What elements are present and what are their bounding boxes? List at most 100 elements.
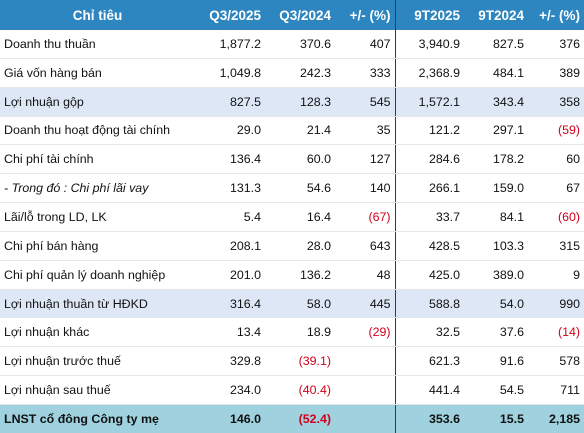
cell-q3-2024: 18.9	[265, 317, 335, 348]
cell-q3-2024: 21.4	[265, 116, 335, 146]
header-9m-2024: 9T2024	[464, 0, 528, 30]
row-label: Chi phí tài chính	[0, 144, 195, 175]
header-row: Chỉ tiêu Q3/2025 Q3/2024 +/- (%) 9T2025 …	[0, 0, 584, 30]
row-label: Lợi nhuận thuần từ HĐKD	[0, 289, 195, 319]
cell-9m-change: 990	[528, 289, 584, 319]
cell-q3-2025: 13.4	[195, 317, 265, 348]
cell-9m-2025: 621.3	[395, 346, 464, 377]
cell-9m-2024: 827.5	[464, 30, 528, 59]
cell-9m-2024: 297.1	[464, 116, 528, 146]
table-row: Lợi nhuận gộp 827.5 128.3 545 1,572.1 34…	[0, 87, 584, 117]
table-header: Chỉ tiêu Q3/2025 Q3/2024 +/- (%) 9T2025 …	[0, 0, 584, 30]
cell-9m-change: (59)	[528, 116, 584, 146]
table-row: Chi phí bán hàng 208.1 28.0 643 428.5 10…	[0, 231, 584, 261]
cell-9m-change: 389	[528, 58, 584, 88]
cell-9m-2024: 91.6	[464, 346, 528, 377]
cell-q3-2024: 16.4	[265, 202, 335, 232]
cell-q3-2025: 136.4	[195, 144, 265, 175]
table-body: Doanh thu thuần 1,877.2 370.6 407 3,940.…	[0, 30, 584, 433]
cell-quarter-change	[335, 404, 396, 433]
cell-quarter-change: (67)	[335, 202, 396, 232]
cell-q3-2025: 208.1	[195, 231, 265, 261]
cell-q3-2024: 370.6	[265, 30, 335, 59]
table-row: Giá vốn hàng bán 1,049.8 242.3 333 2,368…	[0, 58, 584, 88]
cell-quarter-change: 127	[335, 144, 396, 175]
cell-quarter-change	[335, 346, 396, 377]
cell-9m-change: 376	[528, 30, 584, 59]
cell-q3-2025: 234.0	[195, 375, 265, 405]
cell-quarter-change: 35	[335, 116, 396, 146]
cell-quarter-change: 445	[335, 289, 396, 319]
table-row: - Trong đó : Chi phí lãi vay 131.3 54.6 …	[0, 173, 584, 204]
cell-9m-2025: 425.0	[395, 260, 464, 290]
cell-9m-change: 67	[528, 173, 584, 204]
cell-9m-change: 711	[528, 375, 584, 405]
cell-q3-2024: (52.4)	[265, 404, 335, 433]
cell-quarter-change: 48	[335, 260, 396, 290]
row-label: Doanh thu thuần	[0, 30, 195, 59]
cell-9m-2024: 484.1	[464, 58, 528, 88]
cell-9m-2025: 266.1	[395, 173, 464, 204]
header-q3-2024: Q3/2024	[265, 0, 335, 30]
header-9m-change: +/- (%)	[528, 0, 584, 30]
row-label: Lợi nhuận sau thuế	[0, 375, 195, 405]
cell-9m-2025: 121.2	[395, 116, 464, 146]
cell-9m-2025: 2,368.9	[395, 58, 464, 88]
cell-9m-2024: 54.5	[464, 375, 528, 405]
cell-9m-2024: 159.0	[464, 173, 528, 204]
cell-9m-change: (14)	[528, 317, 584, 348]
cell-q3-2024: 54.6	[265, 173, 335, 204]
header-indicator: Chỉ tiêu	[0, 0, 195, 30]
table-row-total: LNST cổ đông Công ty mẹ 146.0 (52.4) 353…	[0, 404, 584, 433]
cell-q3-2024: 242.3	[265, 58, 335, 88]
cell-q3-2024: 136.2	[265, 260, 335, 290]
cell-q3-2025: 131.3	[195, 173, 265, 204]
cell-9m-2024: 84.1	[464, 202, 528, 232]
table-row: Lợi nhuận sau thuế 234.0 (40.4) 441.4 54…	[0, 375, 584, 405]
cell-q3-2024: 58.0	[265, 289, 335, 319]
cell-9m-2025: 428.5	[395, 231, 464, 261]
cell-quarter-change: 140	[335, 173, 396, 204]
row-label: Doanh thu hoạt động tài chính	[0, 116, 195, 146]
table-row: Lợi nhuận khác 13.4 18.9 (29) 32.5 37.6 …	[0, 317, 584, 348]
table-row: Doanh thu thuần 1,877.2 370.6 407 3,940.…	[0, 30, 584, 59]
cell-9m-2025: 32.5	[395, 317, 464, 348]
row-label: Chi phí quản lý doanh nghiệp	[0, 260, 195, 290]
cell-9m-2025: 3,940.9	[395, 30, 464, 59]
table-row: Doanh thu hoạt động tài chính 29.0 21.4 …	[0, 116, 584, 146]
cell-q3-2025: 329.8	[195, 346, 265, 377]
cell-q3-2025: 29.0	[195, 116, 265, 146]
cell-quarter-change: 643	[335, 231, 396, 261]
cell-9m-2025: 33.7	[395, 202, 464, 232]
table-row: Chi phí quản lý doanh nghiệp 201.0 136.2…	[0, 260, 584, 290]
cell-9m-2024: 343.4	[464, 87, 528, 117]
cell-9m-2024: 178.2	[464, 144, 528, 175]
cell-q3-2025: 827.5	[195, 87, 265, 117]
cell-q3-2025: 316.4	[195, 289, 265, 319]
cell-q3-2024: (40.4)	[265, 375, 335, 405]
cell-quarter-change: 545	[335, 87, 396, 117]
row-label: Lãi/lỗ trong LD, LK	[0, 202, 195, 232]
cell-q3-2025: 146.0	[195, 404, 265, 433]
header-q3-2025: Q3/2025	[195, 0, 265, 30]
cell-q3-2025: 201.0	[195, 260, 265, 290]
cell-9m-2025: 284.6	[395, 144, 464, 175]
cell-quarter-change: 333	[335, 58, 396, 88]
cell-9m-2024: 15.5	[464, 404, 528, 433]
table-row: Chi phí tài chính 136.4 60.0 127 284.6 1…	[0, 144, 584, 175]
header-quarter-change: +/- (%)	[335, 0, 396, 30]
table-row: Lợi nhuận thuần từ HĐKD 316.4 58.0 445 5…	[0, 289, 584, 319]
cell-q3-2024: 60.0	[265, 144, 335, 175]
cell-9m-change: 578	[528, 346, 584, 377]
row-label: Giá vốn hàng bán	[0, 58, 195, 88]
cell-9m-2024: 103.3	[464, 231, 528, 261]
cell-9m-change: 60	[528, 144, 584, 175]
cell-q3-2025: 1,049.8	[195, 58, 265, 88]
cell-9m-2025: 588.8	[395, 289, 464, 319]
cell-q3-2025: 1,877.2	[195, 30, 265, 59]
cell-9m-2024: 37.6	[464, 317, 528, 348]
cell-quarter-change	[335, 375, 396, 405]
cell-9m-change: 315	[528, 231, 584, 261]
cell-quarter-change: 407	[335, 30, 396, 59]
